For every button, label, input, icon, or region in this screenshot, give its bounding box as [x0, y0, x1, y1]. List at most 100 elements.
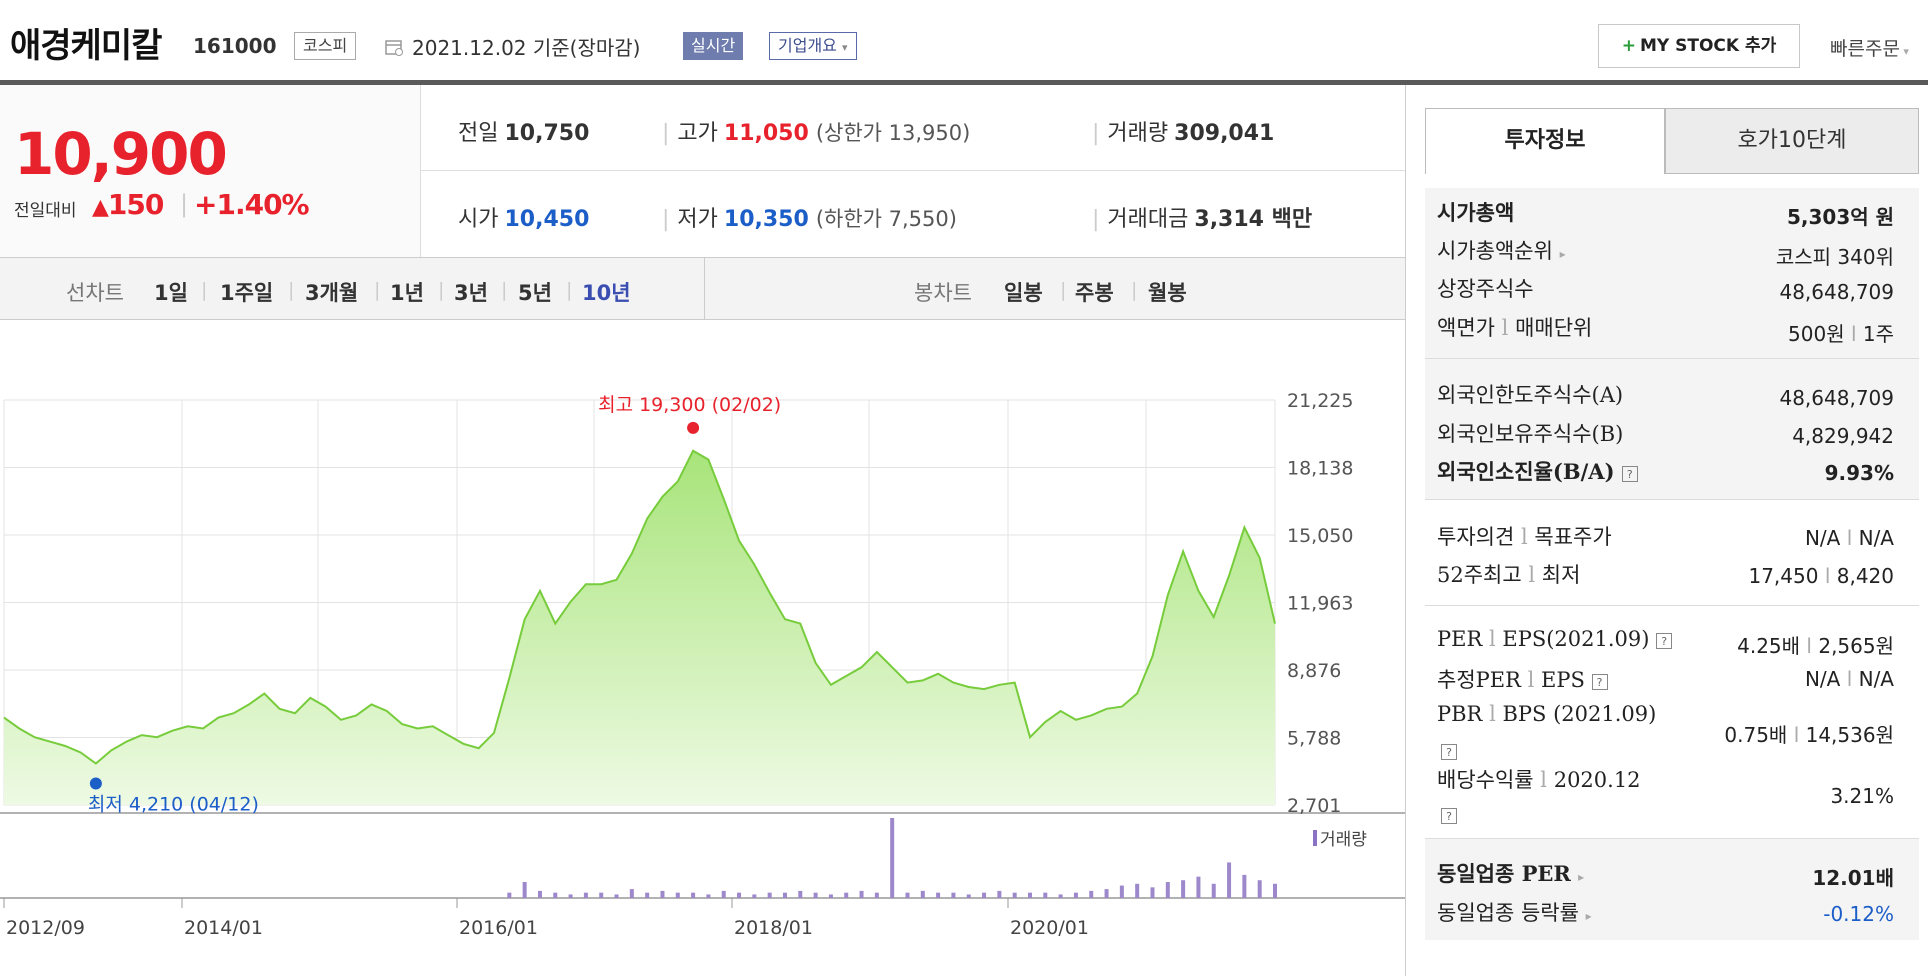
volume-bar: [614, 894, 619, 898]
section-divider: [1425, 358, 1919, 359]
invest-section-5: [1425, 839, 1919, 940]
period-3y[interactable]: 3년: [454, 281, 488, 305]
y-tick-label: 11,963: [1287, 593, 1353, 615]
est-eps-value: N/A: [1858, 667, 1894, 691]
volume-bar: [1196, 876, 1201, 898]
sector-per[interactable]: 동일업종 PER ▸: [1437, 858, 1584, 888]
foreign-limit-value: 48,648,709: [1779, 386, 1894, 410]
x-tick-label: 2012/09: [6, 917, 85, 939]
volume-bar: [982, 892, 987, 898]
volume-legend: 거래량: [1320, 830, 1367, 850]
opinion-label: 투자의견: [1437, 525, 1515, 549]
high-marker: [687, 421, 700, 434]
candle-chart-label: 봉차트: [914, 281, 972, 305]
x-tick-label: 2018/01: [734, 917, 813, 939]
volume-bar: [507, 892, 512, 898]
market-cap-rank[interactable]: 시가총액순위 ▸: [1437, 235, 1566, 265]
market-cap-label: 시가총액: [1437, 200, 1515, 225]
caret-right-icon: ▸: [1585, 909, 1592, 923]
open-value: 10,450: [504, 207, 590, 232]
volume-bar: [599, 892, 604, 898]
period-1d[interactable]: 1일: [154, 281, 188, 305]
separator: |: [438, 279, 445, 301]
volume-bar: [1073, 892, 1078, 898]
separator: l: [1846, 526, 1853, 550]
open-price: 시가 10,450: [458, 201, 589, 233]
price-change-pct: +1.40%: [194, 188, 310, 221]
volume-bar: [675, 892, 680, 898]
sector-rate[interactable]: 동일업종 등락률 ▸: [1437, 897, 1592, 927]
separator: |: [1131, 279, 1138, 301]
candle-weekly[interactable]: 주봉: [1075, 281, 1114, 305]
stock-code: 161000: [193, 34, 277, 58]
quick-order-button[interactable]: 빠른주문 ▾: [1830, 34, 1909, 61]
period-1y[interactable]: 1년: [390, 281, 424, 305]
separator: |: [1092, 207, 1100, 232]
price-area-fill: [4, 450, 1275, 805]
foreign-hold-value: 4,829,942: [1792, 424, 1894, 448]
tab-invest-info[interactable]: 투자정보: [1425, 108, 1665, 174]
section-divider: [1425, 605, 1919, 606]
high-price: | 고가 11,050 (상한가 13,950): [662, 115, 970, 147]
high-value: 11,050: [723, 121, 809, 146]
candle-monthly[interactable]: 월봉: [1148, 281, 1187, 305]
help-icon[interactable]: ?: [1591, 673, 1608, 690]
volume-bar: [1058, 894, 1063, 898]
header-divider: [0, 80, 1928, 85]
y-tick-label: 8,876: [1287, 660, 1341, 682]
low-marker: [89, 777, 102, 790]
volume-bar: [737, 892, 742, 898]
price-change-value: 150: [107, 188, 164, 221]
y-tick-label: 15,050: [1287, 525, 1353, 547]
dividend-label: 배당수익률 l 2020.12: [1437, 764, 1641, 794]
volume-bar: [1273, 883, 1277, 898]
volume-bar: [890, 818, 895, 898]
volume-legend-swatch: [1313, 830, 1317, 846]
period-5y[interactable]: 5년: [518, 281, 552, 305]
price-change: ▲150: [92, 188, 164, 221]
volume-bar: [1119, 885, 1124, 898]
bps-value: 14,536원: [1805, 723, 1894, 747]
opinion-target-value: N/A l N/A: [1805, 526, 1894, 550]
w52-value: 17,450 l 8,420: [1748, 564, 1894, 588]
separator: l: [1527, 668, 1535, 692]
est-per-value-text: N/A: [1804, 667, 1841, 691]
help-icon[interactable]: ?: [1441, 741, 1457, 760]
period-1w[interactable]: 1주일: [220, 281, 274, 305]
sector-per-value: 12.01배: [1812, 866, 1894, 890]
foreign-hold-label: 외국인보유주식수(B): [1437, 422, 1624, 446]
period-3m[interactable]: 3개월: [305, 281, 359, 305]
period-10y[interactable]: 10년: [582, 281, 631, 305]
y-tick-label: 18,138: [1287, 458, 1353, 480]
volume-bar: [706, 894, 711, 898]
separator: l: [1520, 525, 1528, 549]
invest-section-3: [1425, 500, 1919, 605]
realtime-button[interactable]: 실시간: [683, 32, 744, 60]
help-icon[interactable]: ?: [1656, 632, 1673, 649]
company-overview-button[interactable]: 기업개요 ▾: [769, 32, 857, 60]
est-per-value: N/A l N/A: [1805, 667, 1894, 691]
volume-bar: [1104, 889, 1109, 898]
volume-bar: [798, 890, 803, 898]
dividend-date: 2020.12: [1553, 768, 1641, 792]
volume-bar: [691, 892, 696, 898]
add-mystock-button[interactable]: + MY STOCK 추가: [1598, 24, 1800, 68]
volume-bar: [660, 890, 665, 898]
period-bar-divider: [704, 258, 705, 320]
pbr-label: PBR: [1437, 702, 1483, 726]
volume-bar: [1257, 880, 1262, 898]
volume-bar: [1150, 887, 1155, 898]
help-icon[interactable]: ?: [1621, 465, 1638, 482]
volume-bar: [828, 894, 833, 898]
w52-high-value: 17,450: [1748, 564, 1819, 588]
volume-bar: [645, 892, 650, 898]
prev-close-label: 전일: [458, 121, 499, 146]
w52-low-label: 최저: [1541, 563, 1581, 587]
price-summary: [0, 85, 421, 257]
separator: l: [1824, 564, 1831, 588]
volume-bar: [1012, 892, 1017, 898]
help-icon[interactable]: ?: [1441, 805, 1457, 824]
tab-orderbook[interactable]: 호가10단계: [1665, 108, 1919, 174]
foreign-ratio-label: 외국인소진율(B/A): [1437, 459, 1615, 484]
candle-daily[interactable]: 일봉: [1004, 281, 1043, 305]
